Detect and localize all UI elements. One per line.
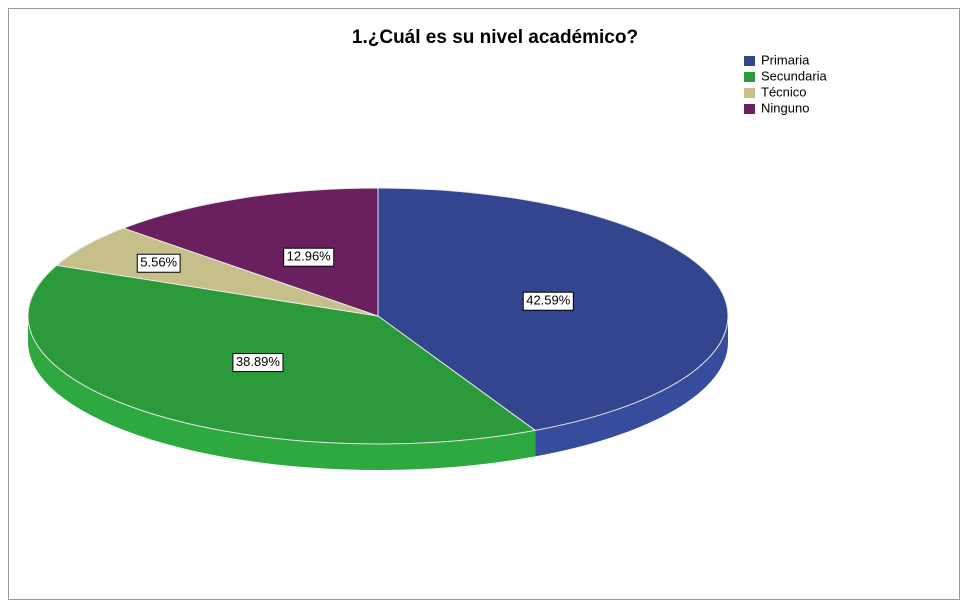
value-label-box [522,291,574,311]
pie: 42.59% 38.89% 5.56% 12.96% [27,187,729,470]
legend-label: Primaria [761,52,810,67]
value-label-box [136,253,181,273]
value-label-box [283,247,335,267]
value-label-box [232,353,284,373]
legend-label: Técnico [761,84,807,99]
legend-label: Ninguno [761,100,809,115]
value-label: 42.59% [526,293,571,308]
slice-side [535,316,728,457]
value-label: 5.56% [140,255,177,270]
value-label: 38.89% [236,354,281,369]
legend-swatch [744,88,755,98]
slice [122,187,379,317]
value-label: 12.96% [287,249,332,264]
legend-label: Secundaria [761,68,828,83]
chart-title: 1.¿Cuál es su nivel académico? [352,27,638,48]
legend-swatch [744,56,755,66]
slice-side [28,316,536,470]
legend-swatch [744,72,755,82]
legend-swatch [744,104,755,114]
